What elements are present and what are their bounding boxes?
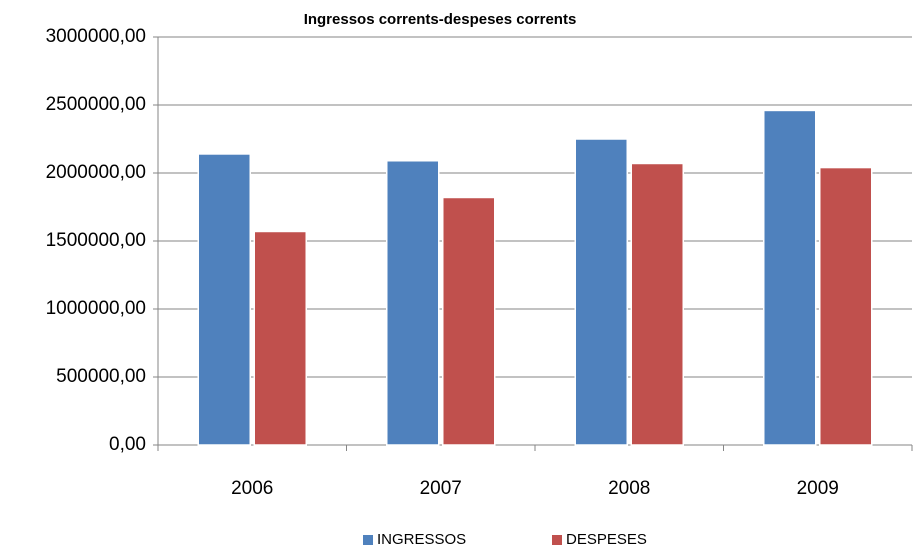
y-tick-label: 1000000,00: [46, 298, 146, 319]
y-tick-label: 500000,00: [56, 366, 146, 387]
y-tick-label: 2500000,00: [46, 94, 146, 115]
legend-label: INGRESSOS: [377, 531, 466, 548]
bar: [630, 162, 684, 446]
y-tick-label: 0,00: [109, 434, 146, 455]
chart-title: Ingressos corrents-despeses corrents: [304, 11, 577, 28]
bar: [386, 160, 440, 446]
bar: [442, 196, 496, 446]
bar: [763, 109, 817, 446]
legend-swatch: [363, 535, 373, 545]
x-tick-label: 2008: [608, 478, 650, 499]
bar: [819, 166, 873, 446]
bar: [574, 138, 628, 446]
legend-label: DESPESES: [566, 531, 647, 548]
bar: [253, 230, 307, 446]
legend-swatch: [552, 535, 562, 545]
bar: [197, 153, 251, 446]
y-tick-label: 1500000,00: [46, 230, 146, 251]
y-tick-label: 3000000,00: [46, 26, 146, 47]
x-tick-label: 2009: [797, 478, 839, 499]
x-tick-label: 2007: [420, 478, 462, 499]
x-tick-label: 2006: [231, 478, 273, 499]
y-tick-label: 2000000,00: [46, 162, 146, 183]
